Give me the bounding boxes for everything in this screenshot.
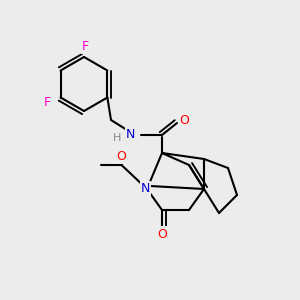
Text: F: F bbox=[82, 40, 89, 53]
Text: F: F bbox=[44, 95, 51, 109]
Text: O: O bbox=[117, 149, 126, 163]
Text: H: H bbox=[113, 133, 121, 143]
Text: O: O bbox=[157, 227, 167, 241]
Text: N: N bbox=[141, 182, 150, 196]
Text: O: O bbox=[180, 113, 189, 127]
Text: N: N bbox=[126, 128, 135, 142]
